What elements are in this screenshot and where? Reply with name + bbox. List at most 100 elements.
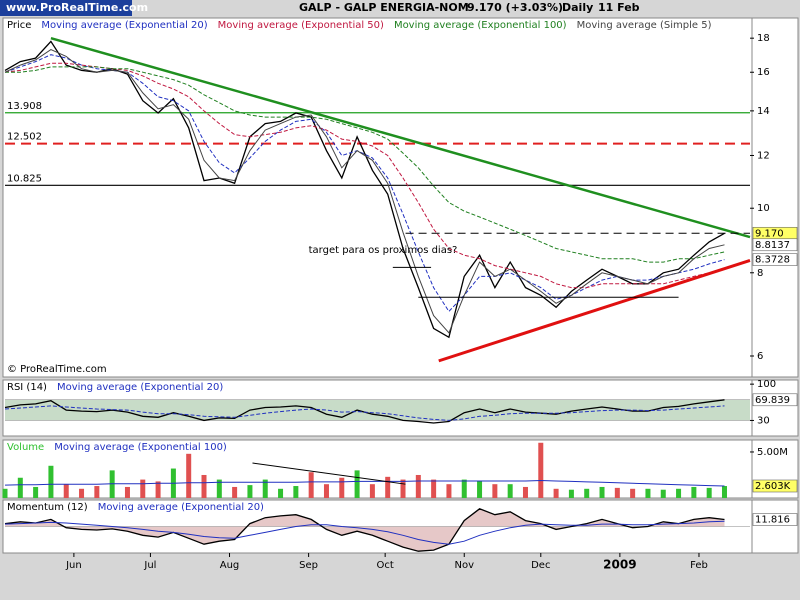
y-tick-label: 6 bbox=[757, 351, 763, 362]
volume-bar bbox=[17, 477, 23, 498]
volume-bar bbox=[63, 484, 69, 498]
value-tag bbox=[752, 253, 798, 266]
series-line bbox=[4, 49, 725, 334]
volume-bar bbox=[645, 488, 651, 498]
volume-bar bbox=[308, 472, 314, 498]
value-tag-label: 11.816 bbox=[755, 515, 790, 526]
volume-bar bbox=[522, 486, 528, 498]
volume-bar bbox=[431, 479, 437, 498]
series-line bbox=[4, 479, 725, 487]
x-tick-label: Nov bbox=[454, 560, 474, 571]
value-tag-label: 8.3728 bbox=[755, 255, 790, 266]
volume-bar bbox=[339, 477, 345, 498]
axis-strip bbox=[751, 379, 799, 437]
value-tag bbox=[752, 479, 798, 493]
legend-entry: Momentum (12) bbox=[7, 502, 88, 513]
legend-entry: Price bbox=[7, 20, 31, 31]
x-tick-label: Oct bbox=[377, 560, 394, 571]
brand[interactable]: www.ProRealTime.com bbox=[6, 1, 148, 14]
volume-bar bbox=[706, 487, 712, 498]
series-line bbox=[4, 62, 725, 289]
volume-bar bbox=[262, 479, 268, 498]
series-line bbox=[4, 520, 725, 545]
quote: 9.170 (+3.03%) bbox=[467, 1, 563, 14]
volume-bar bbox=[614, 487, 620, 498]
volume-bar bbox=[369, 484, 375, 498]
y-tick-label: 14 bbox=[757, 106, 770, 117]
volume-bar bbox=[247, 485, 253, 498]
y-tick-label: 18 bbox=[757, 33, 770, 44]
legend-entry: Moving average (Exponential 50) bbox=[218, 20, 384, 31]
series-line bbox=[4, 405, 725, 421]
volume-bar bbox=[492, 484, 498, 498]
trend-line bbox=[438, 258, 751, 363]
annotation: target para os proximos dias? bbox=[309, 245, 458, 256]
legend-entry: Volume bbox=[7, 442, 44, 453]
volume-bar bbox=[201, 474, 207, 498]
volume-bar bbox=[94, 486, 100, 498]
volume-bar bbox=[568, 489, 574, 498]
area-fill bbox=[5, 508, 725, 552]
value-tag-label: 2.603K bbox=[755, 481, 791, 492]
volume-bar bbox=[278, 488, 284, 498]
y-tick-label: 100 bbox=[757, 379, 776, 390]
volume-bar bbox=[385, 476, 391, 498]
y-tick-label: 5.00M bbox=[757, 447, 788, 458]
value-tag-label: 69.839 bbox=[755, 395, 790, 406]
volume-bar bbox=[155, 481, 161, 498]
x-tick-label: Feb bbox=[690, 560, 708, 571]
period: Daily bbox=[562, 1, 593, 14]
volume-bar bbox=[446, 484, 452, 498]
value-tag-label: 8.8137 bbox=[755, 240, 790, 251]
legend-entry: Moving average (Exponential 20) bbox=[98, 502, 264, 513]
volume-bar bbox=[293, 486, 299, 498]
volume-bar bbox=[660, 489, 666, 498]
level-label: 10.825 bbox=[7, 173, 42, 184]
volume-bar bbox=[232, 486, 238, 498]
x-tick-label: Dec bbox=[531, 560, 550, 571]
x-tick-label: 2009 bbox=[603, 558, 636, 572]
volume-bar bbox=[477, 481, 483, 498]
trend-line bbox=[50, 36, 751, 239]
volume-bar bbox=[48, 465, 54, 498]
legend-entry: Moving average (Exponential 20) bbox=[41, 20, 207, 31]
x-tick-label: Jul bbox=[143, 560, 156, 571]
volume-bar bbox=[79, 488, 85, 498]
volume-bar bbox=[415, 474, 421, 498]
volume-bar bbox=[461, 479, 467, 498]
level-label: 13.908 bbox=[7, 101, 42, 112]
date: 11 Feb bbox=[598, 1, 640, 14]
value-tag-label: 9.170 bbox=[755, 228, 784, 239]
volume-bar bbox=[400, 479, 406, 498]
value-tag bbox=[752, 238, 798, 252]
volume-bar bbox=[630, 488, 636, 498]
volume-bar bbox=[676, 488, 682, 498]
series-line bbox=[4, 508, 725, 552]
volume-bar bbox=[33, 486, 39, 498]
watermark: © ProRealTime.com bbox=[7, 364, 107, 375]
chart-title: GALP - GALP ENERGIA-NOM bbox=[299, 1, 469, 14]
series-line bbox=[4, 54, 725, 313]
panel bbox=[2, 17, 753, 378]
volume-bar bbox=[538, 442, 544, 498]
volume-bar bbox=[124, 486, 130, 498]
volume-bar bbox=[599, 486, 605, 498]
volume-bar bbox=[691, 486, 697, 498]
x-tick-label: Aug bbox=[220, 560, 240, 571]
trend-line bbox=[252, 462, 406, 485]
value-tag bbox=[752, 513, 798, 526]
axis-strip bbox=[751, 17, 799, 378]
legend-entry: Moving average (Exponential 20) bbox=[57, 382, 223, 393]
axis-strip bbox=[751, 499, 799, 554]
legend-entry: Moving average (Simple 5) bbox=[577, 20, 712, 31]
y-tick-label: 16 bbox=[757, 67, 770, 78]
brand-bar bbox=[0, 0, 132, 16]
series-line bbox=[5, 66, 725, 263]
value-tag bbox=[752, 393, 798, 407]
x-tick-label: Sep bbox=[299, 560, 318, 571]
x-tick-label: Jun bbox=[65, 560, 82, 571]
volume-bar bbox=[140, 479, 146, 498]
volume-bar bbox=[354, 470, 360, 498]
